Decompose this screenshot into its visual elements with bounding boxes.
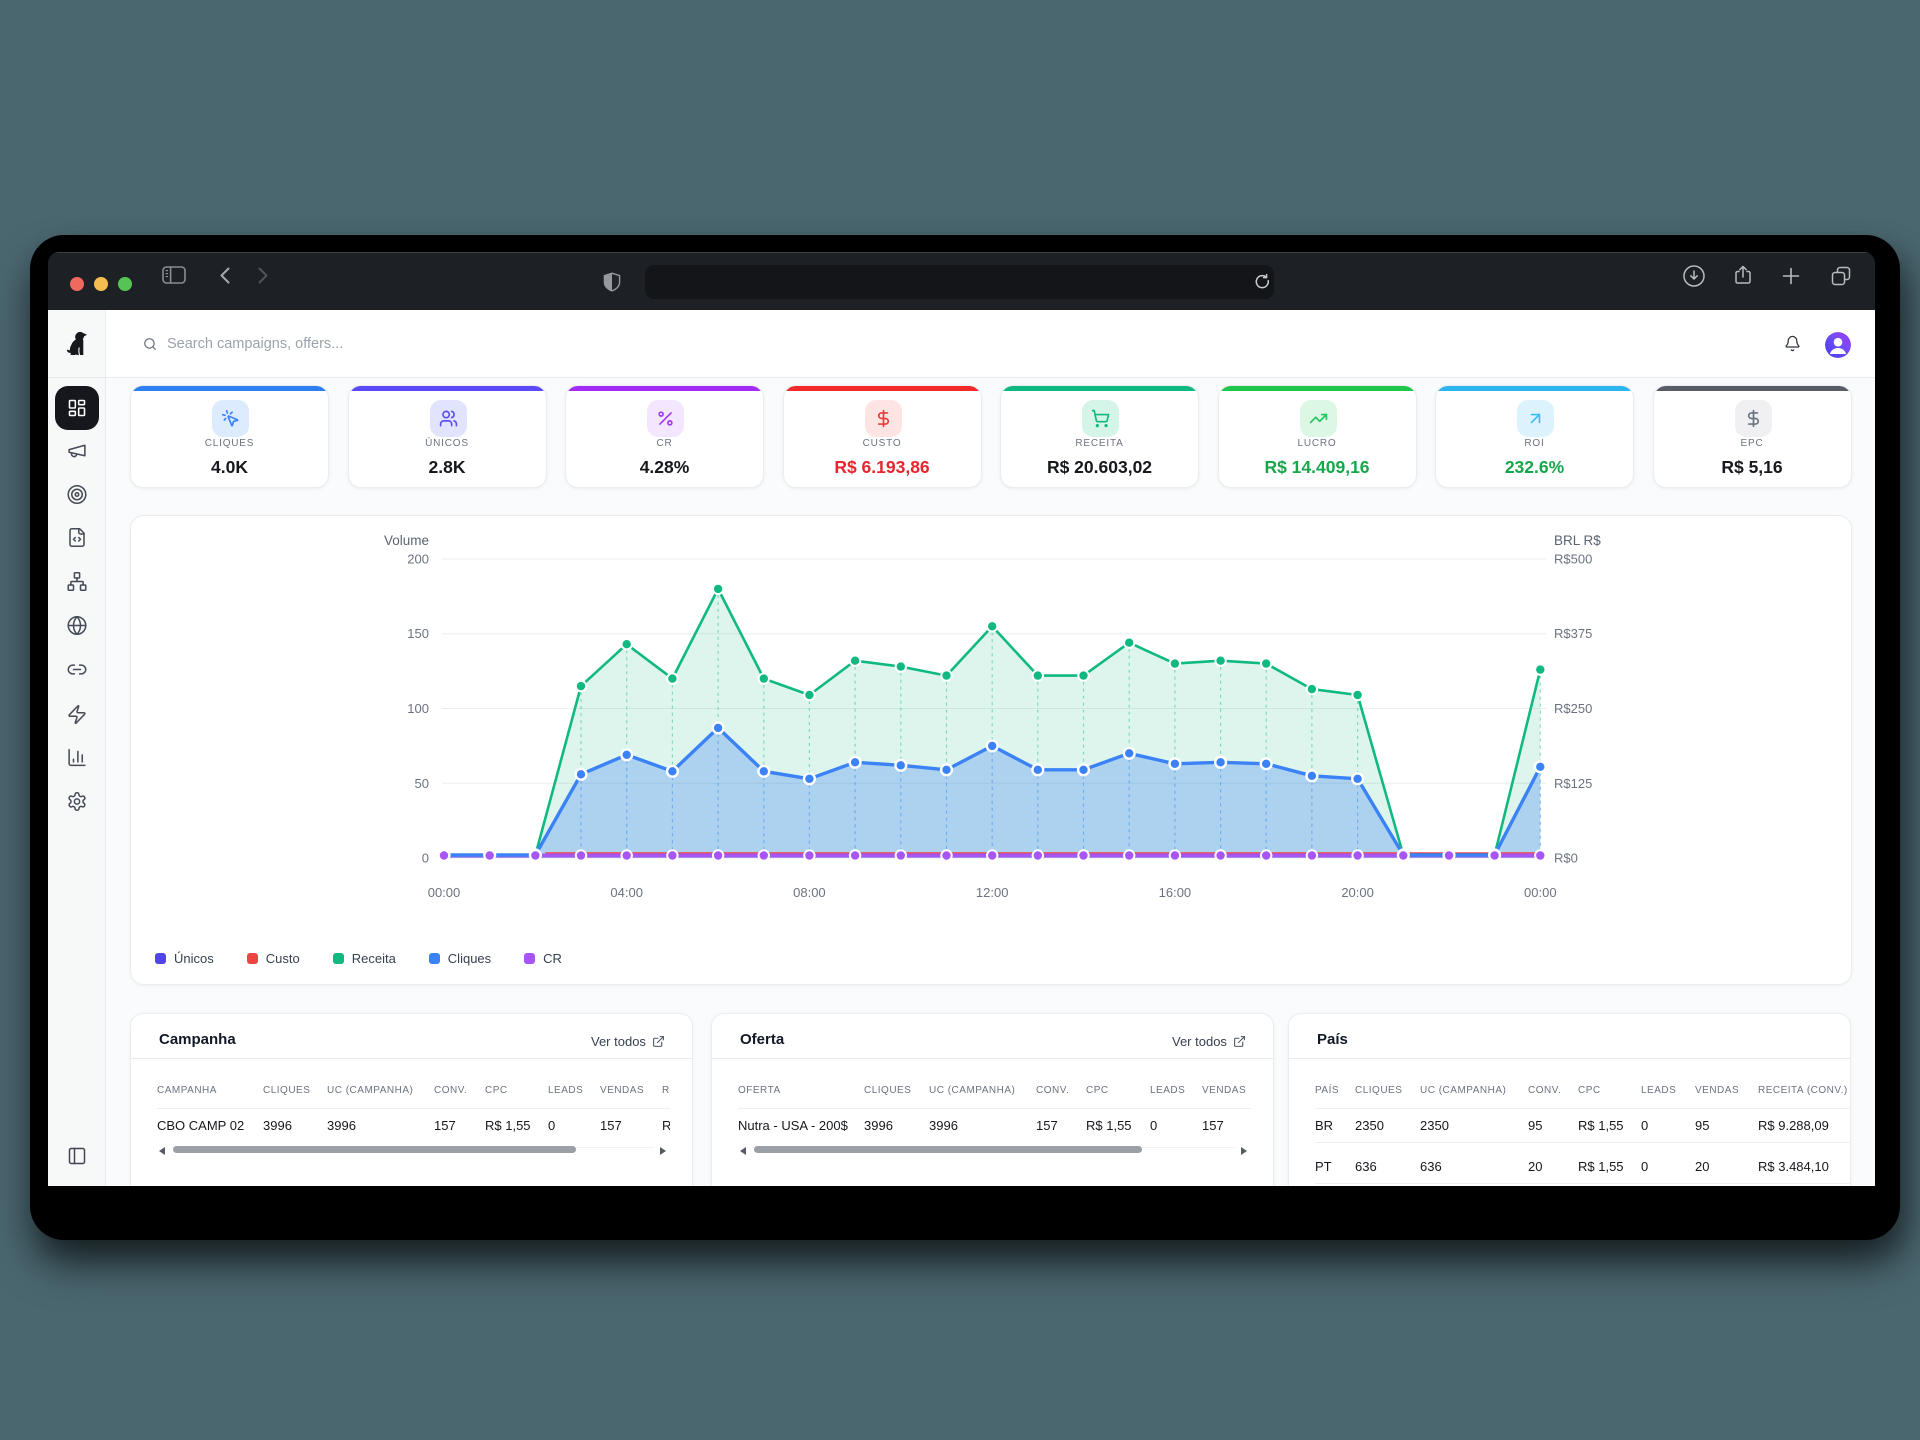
svg-text:R$0: R$0 [1554,851,1578,866]
svg-text:R$125: R$125 [1554,776,1592,791]
svg-text:50: 50 [415,776,429,791]
svg-text:20:00: 20:00 [1341,885,1374,900]
svg-text:Volume: Volume [384,533,429,548]
svg-text:08:00: 08:00 [793,885,826,900]
svg-text:R$500: R$500 [1554,552,1592,567]
svg-text:00:00: 00:00 [428,885,461,900]
svg-text:100: 100 [407,701,429,716]
svg-text:0: 0 [422,851,429,866]
svg-text:00:00: 00:00 [1524,885,1557,900]
svg-text:150: 150 [407,626,429,641]
svg-text:200: 200 [407,552,429,567]
svg-text:R$375: R$375 [1554,626,1592,641]
svg-text:R$250: R$250 [1554,701,1592,716]
svg-text:12:00: 12:00 [976,885,1009,900]
svg-text:16:00: 16:00 [1159,885,1192,900]
svg-text:BRL R$: BRL R$ [1554,533,1601,548]
svg-text:04:00: 04:00 [610,885,643,900]
